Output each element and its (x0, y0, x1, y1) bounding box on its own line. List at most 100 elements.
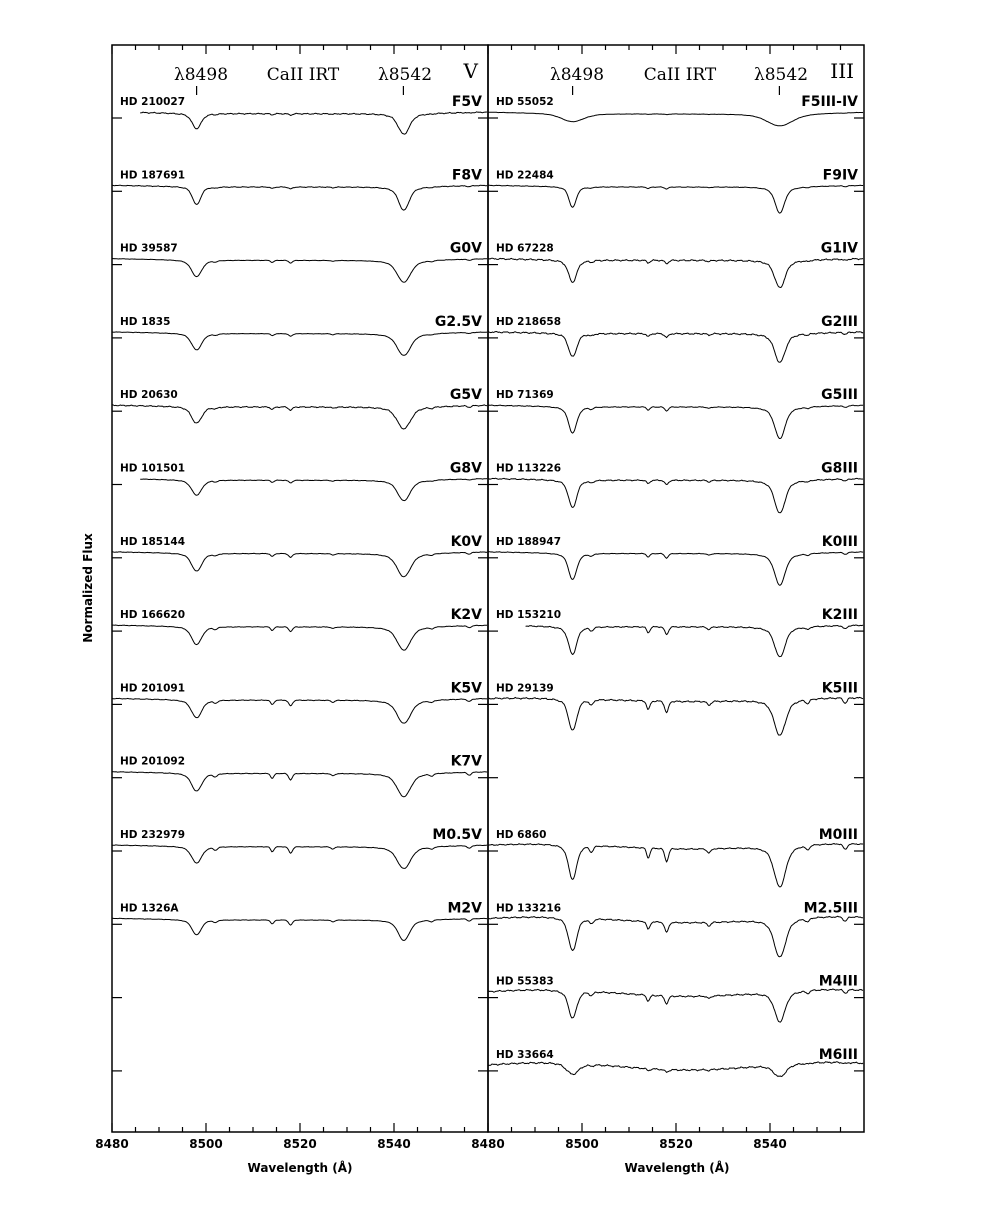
spectrum-line-hd-188947 (487, 551, 864, 586)
panel-giants-xtick-label-8500: 8500 (565, 1137, 598, 1151)
spectrum-line-hd-22484 (487, 184, 864, 214)
spectral-type-label: K0III (822, 534, 858, 550)
spectral-type-label: G2.5V (435, 314, 482, 330)
star-name-label: HD 71369 (496, 389, 554, 401)
spectrum-hd-201091: HD 201091 K5V (111, 680, 488, 724)
spectral-type-label: G2III (821, 314, 858, 330)
spectrum-line-hd-39587 (111, 258, 488, 283)
panel-giants-ticks: 8480 8500 8520 8540 (471, 45, 864, 1151)
star-name-label: HD 232979 (120, 829, 185, 841)
panel-giants-title: CaII IRT (644, 65, 717, 85)
spectrum-hd-113226: HD 113226 G8III (487, 461, 864, 514)
star-name-label: HD 1326A (120, 902, 179, 914)
spectrum-hd-39587: HD 39587 G0V (111, 241, 488, 283)
panel-giants-class: III (830, 59, 854, 83)
spectral-type-label: K2V (451, 607, 483, 623)
star-name-label: HD 188947 (496, 536, 561, 548)
spectral-type-label: M4III (819, 974, 858, 990)
star-name-label: HD 218658 (496, 316, 561, 328)
spectrum-line-hd-185144 (111, 551, 488, 578)
panel-giants-marker-8542: λ8542 (754, 65, 808, 85)
spectral-type-label: K2III (822, 607, 858, 623)
spectrum-line-hd-1835 (111, 331, 488, 356)
spectrum-hd-67228: HD 67228 G1IV (487, 241, 864, 288)
spectral-type-label: G1IV (821, 241, 858, 257)
spectrum-hd-185144: HD 185144 K0V (111, 534, 488, 578)
spectrum-line-hd-20630 (111, 404, 488, 430)
spectrum-hd-188947: HD 188947 K0III (487, 534, 864, 586)
spectrum-line-hd-55052 (487, 111, 864, 127)
spectral-type-label: M2.5III (804, 900, 858, 916)
spectrum-hd-232979: HD 232979 M0.5V (112, 827, 488, 869)
spectral-type-label: F5III-IV (801, 94, 858, 110)
panel-giants-marker-8498: λ8498 (550, 65, 604, 85)
spectrum-hd-153210: HD 153210 K2III (496, 607, 864, 658)
star-name-label: HD 166620 (120, 609, 185, 621)
panel-dwarfs-ticks: 8480 8500 8520 8540 (95, 45, 488, 1151)
spectrum-line-hd-201092 (111, 771, 488, 798)
panel-dwarfs-spectra: HD 210027 F5V HD 187691 F8V HD 39587 G0V HD 18… (111, 94, 488, 941)
star-name-label: HD 1835 (120, 316, 170, 328)
panel-giants-spectra: HD 55052 F5III-IV HD 22484 F9IV HD 67228 G1IV… (487, 94, 864, 1077)
spectral-type-label: M0.5V (432, 827, 482, 843)
panel-dwarfs-xtick-label-8540: 8540 (377, 1137, 410, 1151)
spectral-type-label: K5III (822, 680, 858, 696)
spectrum-hd-33664: HD 33664 M6III (487, 1047, 864, 1077)
star-name-label: HD 101501 (120, 463, 185, 475)
spectrum-hd-218658: HD 218658 G2III (487, 314, 864, 363)
spectrum-line-hd-113226 (487, 477, 864, 514)
spectral-type-label: G5V (450, 387, 482, 403)
panel-dwarfs-marker-8542: λ8542 (378, 65, 432, 85)
panel-dwarfs-xtick-label-8500: 8500 (189, 1137, 222, 1151)
star-name-label: HD 210027 (120, 96, 185, 108)
star-name-label: HD 6860 (496, 829, 546, 841)
spectral-type-label: K5V (451, 680, 483, 696)
spectrum-line-hd-187691 (111, 184, 488, 211)
star-name-label: HD 67228 (496, 243, 554, 255)
star-name-label: HD 133216 (496, 902, 561, 914)
panel-giants-xtick-label-8540: 8540 (753, 1137, 786, 1151)
star-name-label: HD 55383 (496, 976, 554, 988)
spectral-type-label: F8V (452, 167, 482, 183)
spectral-type-label: G0V (450, 241, 482, 257)
spectral-type-label: M6III (819, 1047, 858, 1063)
spectrum-line-hd-101501 (140, 478, 488, 502)
panel-giants-xlabel: Wavelength (Å) (625, 1160, 730, 1175)
star-name-label: HD 201092 (120, 756, 185, 768)
spectrum-line-hd-232979 (112, 844, 488, 869)
star-name-label: HD 39587 (120, 243, 178, 255)
star-name-label: HD 29139 (496, 682, 554, 694)
star-name-label: HD 153210 (496, 609, 561, 621)
star-name-label: HD 55052 (496, 96, 554, 108)
spectral-type-label: K0V (451, 534, 483, 550)
spectral-type-label: G8III (821, 461, 858, 477)
spectrum-hd-29139: HD 29139 K5III (487, 680, 864, 736)
star-name-label: HD 20630 (120, 389, 178, 401)
panel-giants-frame (487, 44, 865, 1133)
spectrum-hd-201092: HD 201092 K7V (111, 754, 488, 798)
panel-dwarfs-xtick-label-8520: 8520 (283, 1137, 316, 1151)
panel-giants: CaII IRT III λ8498 λ8542 Wavelength (Å) … (471, 44, 865, 1175)
spectrum-line-hd-153210 (525, 624, 864, 658)
spectrum-line-hd-1326a (111, 917, 488, 941)
spectral-type-label: G5III (821, 387, 858, 403)
spectrum-hd-166620: HD 166620 K2V (111, 607, 488, 651)
panel-giants-xtick-label-8520: 8520 (659, 1137, 692, 1151)
spectrum-line-hd-55383 (488, 988, 864, 1023)
spectral-type-label: M0III (819, 827, 858, 843)
spectrum-line-hd-33664 (487, 1061, 864, 1077)
spectrum-hd-1326a: HD 1326A M2V (111, 900, 488, 941)
spectrum-hd-133216: HD 133216 M2.5III (488, 900, 864, 958)
spectrum-hd-20630: HD 20630 G5V (111, 387, 488, 430)
panel-dwarfs: CaII IRT V λ8498 λ8542 Wavelength (Å) 84… (95, 44, 489, 1175)
star-name-label: HD 185144 (120, 536, 185, 548)
star-name-label: HD 201091 (120, 682, 185, 694)
star-name-label: HD 22484 (496, 169, 554, 181)
spectral-type-label: K7V (451, 754, 483, 770)
panel-dwarfs-frame (111, 44, 489, 1133)
spectrum-hd-71369: HD 71369 G5III (487, 387, 864, 439)
panel-dwarfs-xtick-label-8480: 8480 (95, 1137, 128, 1151)
spectrum-line-hd-29139 (487, 696, 864, 736)
spectrum-line-hd-210027 (140, 111, 488, 135)
spectrum-hd-187691: HD 187691 F8V (111, 167, 488, 211)
